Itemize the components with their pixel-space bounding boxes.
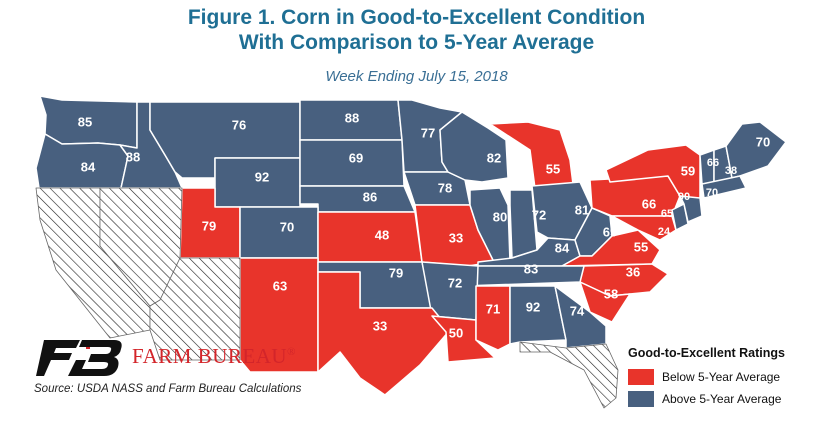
state-value-pa: 66 [642, 196, 656, 211]
state-de [671, 203, 689, 231]
state-value-or: 84 [81, 159, 96, 174]
legend-item-below: Below 5-Year Average [628, 366, 828, 388]
legend: Good-to-Excellent Ratings Below 5-Year A… [628, 346, 828, 410]
farm-bureau-logo [36, 340, 122, 376]
state-value-la: 50 [449, 325, 463, 340]
chart-title-line1: Figure 1. Corn in Good-to-Excellent Cond… [187, 6, 646, 29]
state-value-al: 92 [526, 299, 540, 314]
state-sc [579, 281, 631, 323]
legend-swatch-above [628, 391, 654, 407]
state-wi [439, 111, 509, 183]
state-value-wv: 69 [603, 224, 617, 239]
state-value-ne: 86 [363, 189, 377, 204]
state-mi [489, 121, 575, 197]
state-az [149, 257, 241, 361]
state-ms [475, 285, 511, 351]
legend-swatch-below [628, 369, 654, 385]
state-value-ma: 70 [706, 187, 718, 199]
state-value-id: 88 [126, 149, 140, 164]
state-fl [519, 341, 619, 409]
state-value-mn: 77 [421, 125, 435, 140]
state-value-ok: 79 [389, 265, 403, 280]
state-value-in: 72 [532, 207, 546, 222]
state-value-oh: 81 [575, 202, 589, 217]
source-note: Source: USDA NASS and Farm Bureau Calcul… [34, 383, 302, 395]
state-value-ms: 71 [486, 301, 500, 316]
state-ia [403, 171, 471, 206]
legend-label-below: Below 5-Year Average [662, 370, 781, 384]
state-value-ny: 59 [681, 163, 695, 178]
state-value-ut: 79 [202, 218, 216, 233]
state-value-de: 65 [661, 208, 673, 220]
chart-title-line2: With Comparison to 5-Year Average [238, 31, 595, 54]
state-md [611, 215, 677, 241]
state-tx [317, 271, 451, 396]
state-value-ga: 74 [570, 303, 585, 318]
chart-subtitle: Week Ending July 15, 2018 [325, 68, 508, 85]
state-value-ks: 48 [375, 227, 389, 242]
state-ks [317, 211, 423, 263]
state-value-va: 55 [634, 239, 648, 254]
state-value-tx: 33 [373, 318, 387, 333]
state-value-nm: 63 [273, 278, 287, 293]
state-value-tn: 83 [524, 261, 538, 276]
state-value-md: 24 [658, 226, 671, 238]
state-value-wa: 85 [78, 114, 92, 129]
legend-title: Good-to-Excellent Ratings [628, 346, 785, 360]
state-value-mo: 33 [449, 230, 463, 245]
state-value-me: 70 [756, 134, 770, 149]
state-value-nd: 88 [345, 110, 359, 125]
state-value-co: 70 [280, 219, 294, 234]
state-value-sc: 58 [604, 286, 618, 301]
state-value-wy: 92 [255, 169, 269, 184]
registered-mark: ® [287, 346, 296, 358]
state-value-ia: 78 [438, 180, 452, 195]
state-value-sd: 69 [349, 150, 363, 165]
state-value-il: 80 [493, 209, 507, 224]
state-value-nc: 36 [626, 264, 640, 279]
state-value-ky: 84 [555, 240, 570, 255]
state-value-wi: 82 [487, 150, 501, 165]
state-value-nh: 38 [725, 165, 737, 177]
legend-item-above: Above 5-Year Average [628, 388, 828, 410]
brand-org: FARM BUREAU [132, 344, 288, 368]
state-value-nj: 90 [678, 191, 690, 203]
brand-name: FARM BUREAU® [132, 344, 296, 369]
state-value-vt: 66 [707, 157, 719, 169]
state-nj [679, 195, 703, 223]
state-value-ar: 72 [448, 275, 462, 290]
state-al [509, 285, 567, 345]
state-ma [701, 175, 747, 199]
state-value-mi: 55 [546, 161, 560, 176]
legend-label-above: Above 5-Year Average [662, 392, 782, 406]
state-value-mt: 76 [232, 117, 246, 132]
state-va [561, 229, 661, 267]
